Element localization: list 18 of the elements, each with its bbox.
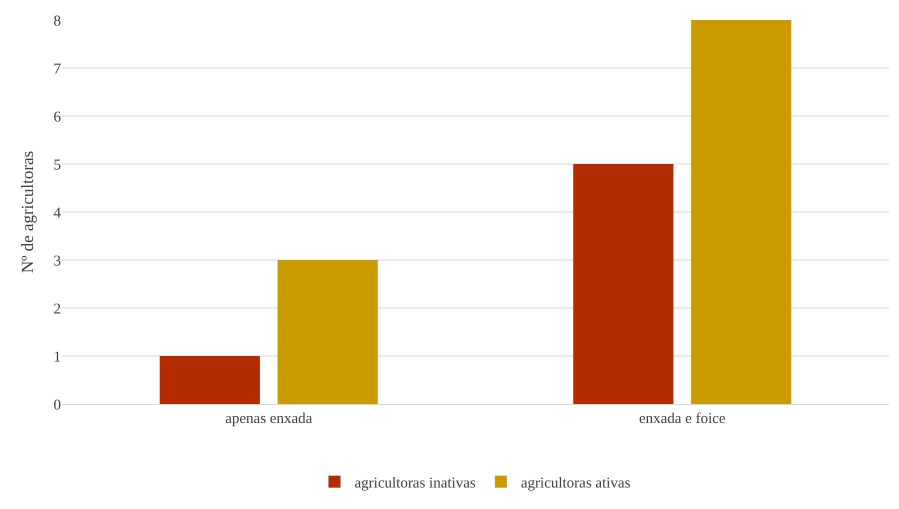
y-tick-label: 3 (54, 253, 61, 270)
y-axis-title: Nº de agricultoras (18, 150, 38, 274)
bar (160, 356, 260, 404)
y-tick-label: 7 (54, 61, 62, 78)
x-tick-label: apenas enxada (225, 411, 313, 427)
y-tick-label: 4 (54, 205, 62, 222)
legend-label: agricultoras inativas (354, 476, 476, 492)
y-tick-label: 2 (54, 301, 61, 318)
bar (691, 20, 792, 404)
legend-label: agricultoras ativas (520, 476, 631, 492)
y-tick-label: 1 (54, 349, 61, 366)
y-tick-label: 6 (54, 109, 62, 126)
bar (278, 260, 378, 404)
y-tick-label: 0 (54, 397, 61, 414)
y-tick-label: 5 (54, 157, 61, 174)
x-tick-label: enxada e foice (638, 411, 726, 427)
bar (573, 164, 674, 404)
y-tick-label: 8 (54, 13, 61, 30)
